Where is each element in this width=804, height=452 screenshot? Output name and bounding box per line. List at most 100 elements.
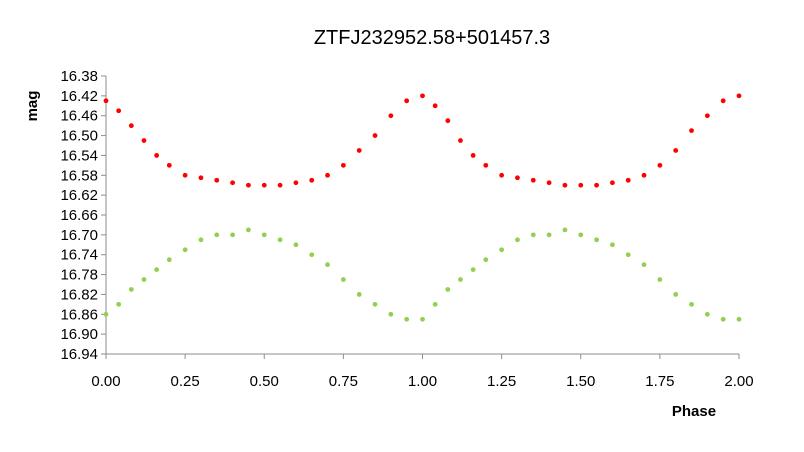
- data-point-series-1: [166, 162, 172, 168]
- x-tick-label: 1.00: [408, 373, 437, 390]
- data-points: [103, 93, 742, 322]
- data-point-series-2: [166, 257, 172, 263]
- y-tick-label: 16.74: [60, 247, 98, 264]
- data-point-series-1: [116, 108, 122, 114]
- data-point-series-1: [689, 128, 694, 134]
- data-point-series-2: [641, 262, 647, 268]
- data-point-series-2: [578, 232, 584, 238]
- y-tick-label: 16.70: [60, 227, 98, 244]
- data-point-series-1: [356, 148, 362, 153]
- data-point-series-1: [182, 172, 188, 178]
- y-tick-label: 16.38: [60, 68, 98, 85]
- data-point-series-2: [182, 247, 188, 253]
- y-tick-label: 16.54: [60, 147, 98, 164]
- data-point-series-2: [388, 311, 394, 317]
- data-point-series-2: [198, 237, 204, 243]
- data-point-series-1: [230, 180, 236, 186]
- data-point-series-1: [277, 182, 283, 188]
- x-tick-label: 1.50: [566, 373, 595, 390]
- data-point-series-1: [293, 180, 299, 186]
- y-tick-label: 16.58: [60, 167, 98, 184]
- data-point-series-1: [578, 182, 584, 188]
- data-point-series-2: [470, 267, 476, 273]
- x-tick-label: 1.75: [645, 373, 674, 390]
- data-point-series-2: [128, 287, 134, 292]
- data-point-series-1: [704, 113, 710, 119]
- data-point-series-2: [230, 232, 236, 238]
- data-point-series-2: [562, 227, 568, 233]
- y-tick-label: 16.50: [60, 128, 98, 145]
- data-point-series-1: [625, 177, 631, 183]
- data-point-series-1: [198, 175, 204, 181]
- data-point-series-2: [445, 287, 451, 292]
- data-point-series-2: [420, 316, 425, 322]
- y-axis-ticks: 16.38 16.42 16.46 16.50 16.54 16.58 16.62 16.66…: [60, 68, 106, 363]
- x-tick-label: 0.00: [91, 373, 120, 390]
- data-point-series-1: [736, 93, 742, 99]
- data-point-series-1: [530, 177, 536, 183]
- data-point-series-1: [546, 180, 552, 186]
- data-point-series-2: [499, 247, 505, 253]
- data-point-series-2: [277, 237, 283, 243]
- data-point-series-1: [673, 148, 679, 153]
- data-point-series-2: [530, 232, 536, 238]
- x-tick-label: 2.00: [724, 373, 753, 390]
- data-point-series-1: [610, 180, 615, 186]
- data-point-series-1: [214, 177, 220, 183]
- data-point-series-1: [103, 98, 109, 104]
- data-point-series-1: [515, 175, 520, 181]
- data-point-series-2: [515, 237, 520, 243]
- data-point-series-1: [154, 153, 160, 158]
- data-point-series-2: [325, 262, 330, 268]
- data-point-series-2: [246, 227, 251, 233]
- chart-title: ZTFJ232952.58+501457.3: [314, 27, 550, 49]
- x-tick-label: 0.50: [250, 373, 279, 390]
- y-tick-label: 16.46: [60, 108, 98, 125]
- x-tick-label: 0.25: [171, 373, 200, 390]
- data-point-series-1: [720, 98, 726, 104]
- data-point-series-2: [736, 316, 742, 322]
- data-point-series-2: [458, 277, 463, 282]
- data-point-series-2: [483, 257, 489, 263]
- data-point-series-2: [657, 277, 663, 282]
- data-point-series-2: [673, 292, 679, 297]
- data-point-series-1: [458, 138, 463, 143]
- y-axis-label: mag: [24, 91, 41, 122]
- y-tick-label: 16.62: [60, 187, 98, 204]
- data-point-series-1: [388, 113, 394, 119]
- y-tick-label: 16.94: [60, 346, 98, 363]
- x-axis-ticks: 0.00 0.25 0.50 0.75 1.00 1.25 1.50 1.75 2.00: [91, 354, 754, 390]
- y-tick-label: 16.90: [60, 326, 98, 343]
- data-point-series-2: [610, 242, 615, 248]
- data-point-series-2: [356, 292, 362, 297]
- data-point-series-2: [372, 301, 378, 307]
- data-point-series-2: [594, 237, 599, 243]
- data-point-series-1: [128, 123, 134, 129]
- data-point-series-1: [594, 182, 599, 188]
- data-point-series-2: [625, 252, 631, 258]
- data-point-series-1: [309, 177, 315, 183]
- data-point-series-2: [340, 277, 346, 282]
- data-point-series-1: [657, 162, 663, 168]
- data-point-series-2: [432, 301, 438, 307]
- data-point-series-2: [404, 316, 410, 322]
- data-point-series-1: [499, 172, 505, 178]
- y-tick-label: 16.86: [60, 306, 98, 323]
- y-tick-label: 16.82: [60, 286, 98, 303]
- data-point-series-2: [261, 232, 267, 238]
- data-point-series-1: [562, 182, 568, 188]
- data-point-series-1: [470, 153, 476, 158]
- data-point-series-2: [309, 252, 315, 258]
- data-point-series-2: [720, 316, 726, 322]
- data-point-series-1: [372, 133, 378, 138]
- data-point-series-2: [293, 242, 299, 248]
- data-point-series-2: [116, 301, 122, 307]
- data-point-series-1: [483, 162, 489, 168]
- data-point-series-1: [432, 103, 438, 109]
- data-point-series-1: [246, 182, 251, 188]
- x-tick-label: 0.75: [329, 373, 358, 390]
- data-point-series-2: [689, 301, 694, 307]
- data-point-series-1: [404, 98, 410, 104]
- data-point-series-1: [325, 172, 330, 178]
